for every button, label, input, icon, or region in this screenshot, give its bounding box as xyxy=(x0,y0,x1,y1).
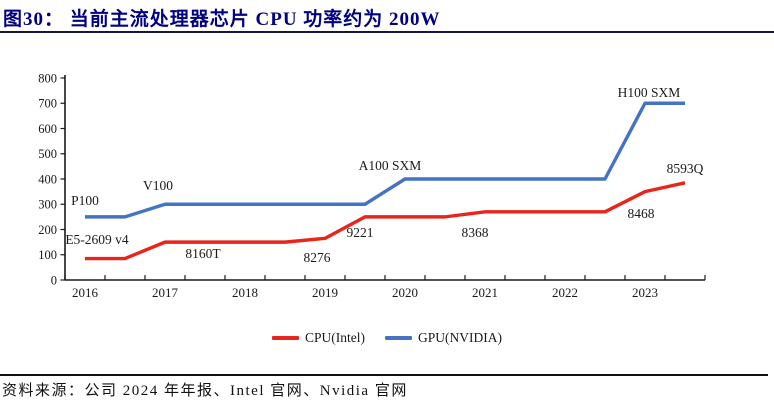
y-tick-label: 400 xyxy=(38,172,57,186)
y-tick-label: 100 xyxy=(38,248,57,262)
x-tick-label: 2021 xyxy=(472,285,498,300)
y-tick-label: 600 xyxy=(38,122,57,136)
legend-item-gpu: GPU(NVIDIA) xyxy=(385,330,502,346)
x-tick-label: 2016 xyxy=(72,285,99,300)
title-underline xyxy=(0,31,774,33)
point-label: A100 SXM xyxy=(359,158,422,173)
point-label: 9221 xyxy=(347,225,374,240)
figure-title: 图30： 当前主流处理器芯片 CPU 功率约为 200W xyxy=(3,9,441,30)
chart-legend: CPU(Intel) GPU(NVIDIA) xyxy=(0,330,774,346)
series-line-cpu-intel- xyxy=(85,181,686,261)
x-tick-label: 2022 xyxy=(552,285,578,300)
point-label: E5-2609 v4 xyxy=(65,232,129,247)
power-line-chart: 0 100 200 300 400 500 600 700 800 2016 2017 2018 201… xyxy=(38,71,706,300)
legend-item-cpu: CPU(Intel) xyxy=(272,330,365,346)
gpu-line-swatch xyxy=(385,336,412,340)
x-tick-label: 2017 xyxy=(152,285,179,300)
x-tick-label: 2018 xyxy=(232,285,258,300)
y-tick-label: 700 xyxy=(38,97,57,111)
point-label: 8160T xyxy=(185,246,221,261)
x-tick-label: 2019 xyxy=(312,285,338,300)
x-tick-label: 2023 xyxy=(632,285,658,300)
legend-label-gpu: GPU(NVIDIA) xyxy=(418,330,502,345)
point-label: 8276 xyxy=(304,250,331,265)
y-tick-label: 500 xyxy=(38,147,57,161)
point-label: 8593Q xyxy=(667,161,704,176)
legend-label-cpu: CPU(Intel) xyxy=(305,330,365,345)
point-label: 8368 xyxy=(462,225,489,240)
point-label: V100 xyxy=(143,178,173,193)
y-tick-label: 200 xyxy=(38,223,57,237)
point-label: P100 xyxy=(71,193,99,208)
y-tick-label: 300 xyxy=(38,198,57,212)
x-tick-label: 2020 xyxy=(392,285,418,300)
source-note: 资料来源：公司 2024 年年报、Intel 官网、Nvidia 官网 xyxy=(2,383,408,399)
y-tick-label: 0 xyxy=(51,273,57,287)
series-line-gpu-nvidia- xyxy=(85,101,685,219)
cpu-line-swatch xyxy=(272,336,299,340)
point-label: H100 SXM xyxy=(618,85,681,100)
footer-rule xyxy=(0,374,768,376)
point-label: 8468 xyxy=(628,206,655,221)
y-tick-label: 800 xyxy=(38,71,57,85)
